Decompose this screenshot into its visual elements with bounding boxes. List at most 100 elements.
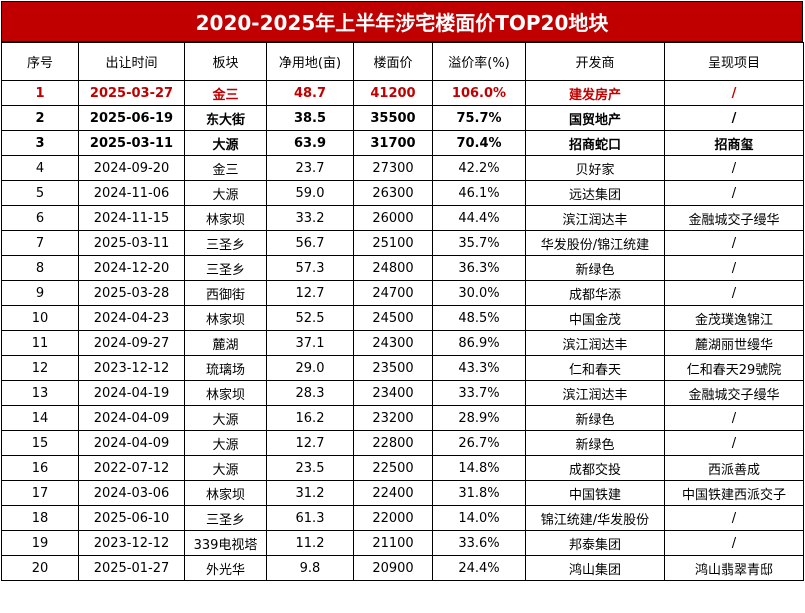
table-title: 2020-2025年上半年涉宅楼面价TOP20地块 (1, 1, 803, 42)
cell-district: 大源 (184, 180, 267, 206)
cell-developer: 锦江统建/华发股份 (525, 505, 665, 531)
cell-developer: 滨江润达丰 (525, 380, 665, 406)
cell-index: 1 (1, 80, 79, 106)
cell-developer: 招商蛇口 (525, 130, 665, 156)
cell-district: 339电视塔 (184, 530, 267, 556)
cell-developer: 成都华添 (525, 280, 665, 306)
cell-developer: 远达集团 (525, 180, 665, 206)
cell-project: 西派善成 (664, 455, 804, 481)
cell-area: 56.7 (266, 230, 354, 256)
table-row: 20 2025-01-27 外光华 9.8 20900 24.4% 鸿山集团 鸿山翡翠青邸 (1, 555, 804, 581)
cell-premium: 30.0% (432, 280, 526, 306)
cell-area: 23.5 (266, 455, 354, 481)
cell-index: 18 (1, 505, 79, 531)
cell-project: / (664, 155, 804, 181)
cell-project: 仁和春天29號院 (664, 355, 804, 381)
cell-developer: 仁和春天 (525, 355, 665, 381)
cell-district: 三圣乡 (184, 255, 267, 281)
cell-area: 52.5 (266, 305, 354, 331)
cell-district: 大源 (184, 455, 267, 481)
cell-district: 西御街 (184, 280, 267, 306)
cell-floor-price: 22400 (353, 480, 433, 506)
cell-floor-price: 26000 (353, 205, 433, 231)
cell-premium: 14.0% (432, 505, 526, 531)
cell-developer: 滨江润达丰 (525, 330, 665, 356)
cell-index: 7 (1, 230, 79, 256)
cell-area: 12.7 (266, 280, 354, 306)
cell-area: 33.2 (266, 205, 354, 231)
table-row: 14 2024-04-09 大源 16.2 23200 28.9% 新绿色 / (1, 405, 804, 431)
cell-index: 15 (1, 430, 79, 456)
cell-floor-price: 26300 (353, 180, 433, 206)
cell-premium: 42.2% (432, 155, 526, 181)
cell-developer: 滨江润达丰 (525, 205, 665, 231)
cell-project: 鸿山翡翠青邸 (664, 555, 804, 581)
cell-area: 37.1 (266, 330, 354, 356)
cell-area: 38.5 (266, 105, 354, 131)
cell-project: 中国铁建西派交子 (664, 480, 804, 506)
cell-floor-price: 23500 (353, 355, 433, 381)
cell-developer: 国贸地产 (525, 105, 665, 131)
cell-floor-price: 22800 (353, 430, 433, 456)
cell-floor-price: 41200 (353, 80, 433, 106)
table-row: 18 2025-06-10 三圣乡 61.3 22000 14.0% 锦江统建/华发股份 / (1, 505, 804, 531)
cell-date: 2024-04-23 (78, 305, 185, 331)
cell-district: 大源 (184, 430, 267, 456)
cell-premium: 36.3% (432, 255, 526, 281)
cell-project: / (664, 530, 804, 556)
cell-project: / (664, 80, 804, 106)
cell-date: 2024-09-27 (78, 330, 185, 356)
cell-developer: 贝好家 (525, 155, 665, 181)
cell-premium: 33.6% (432, 530, 526, 556)
cell-project: 金融城交子缦华 (664, 380, 804, 406)
cell-developer: 鸿山集团 (525, 555, 665, 581)
cell-developer: 华发股份/锦江统建 (525, 230, 665, 256)
cell-project: / (664, 505, 804, 531)
cell-premium: 86.9% (432, 330, 526, 356)
cell-floor-price: 24800 (353, 255, 433, 281)
cell-date: 2025-03-11 (78, 130, 185, 156)
table-row: 4 2024-09-20 金三 23.7 27300 42.2% 贝好家 / (1, 155, 804, 181)
cell-floor-price: 31700 (353, 130, 433, 156)
cell-index: 11 (1, 330, 79, 356)
cell-date: 2025-03-28 (78, 280, 185, 306)
cell-premium: 43.3% (432, 355, 526, 381)
cell-district: 东大街 (184, 105, 267, 131)
table-row: 19 2023-12-12 339电视塔 11.2 21100 33.6% 邦泰集团 / (1, 530, 804, 556)
cell-index: 12 (1, 355, 79, 381)
cell-district: 林家坝 (184, 305, 267, 331)
cell-area: 61.3 (266, 505, 354, 531)
table-row: 17 2024-03-06 林家坝 31.2 22400 31.8% 中国铁建 中国铁建西派交… (1, 480, 804, 506)
cell-floor-price: 20900 (353, 555, 433, 581)
cell-district: 三圣乡 (184, 505, 267, 531)
col-header-floor-price: 楼面价 (353, 42, 433, 81)
cell-date: 2023-12-12 (78, 530, 185, 556)
cell-district: 大源 (184, 405, 267, 431)
cell-index: 6 (1, 205, 79, 231)
cell-index: 16 (1, 455, 79, 481)
col-header-premium: 溢价率(%) (432, 42, 526, 81)
cell-developer: 新绿色 (525, 255, 665, 281)
cell-area: 23.7 (266, 155, 354, 181)
col-header-district: 板块 (184, 42, 267, 81)
cell-floor-price: 23200 (353, 405, 433, 431)
cell-date: 2023-12-12 (78, 355, 185, 381)
table-row: 13 2024-04-19 林家坝 28.3 23400 33.7% 滨江润达丰 金融城交子缦… (1, 380, 804, 406)
cell-area: 29.0 (266, 355, 354, 381)
cell-date: 2024-03-06 (78, 480, 185, 506)
cell-area: 57.3 (266, 255, 354, 281)
cell-premium: 106.0% (432, 80, 526, 106)
cell-index: 14 (1, 405, 79, 431)
cell-area: 11.2 (266, 530, 354, 556)
cell-floor-price: 25100 (353, 230, 433, 256)
cell-project: 麓湖丽世缦华 (664, 330, 804, 356)
cell-district: 林家坝 (184, 380, 267, 406)
cell-premium: 14.8% (432, 455, 526, 481)
col-header-index: 序号 (1, 42, 79, 81)
cell-premium: 28.9% (432, 405, 526, 431)
cell-district: 林家坝 (184, 205, 267, 231)
cell-project: / (664, 280, 804, 306)
table-row: 16 2022-07-12 大源 23.5 22500 14.8% 成都交投 西派善成 (1, 455, 804, 481)
cell-project: / (664, 255, 804, 281)
cell-project: 招商玺 (664, 130, 804, 156)
